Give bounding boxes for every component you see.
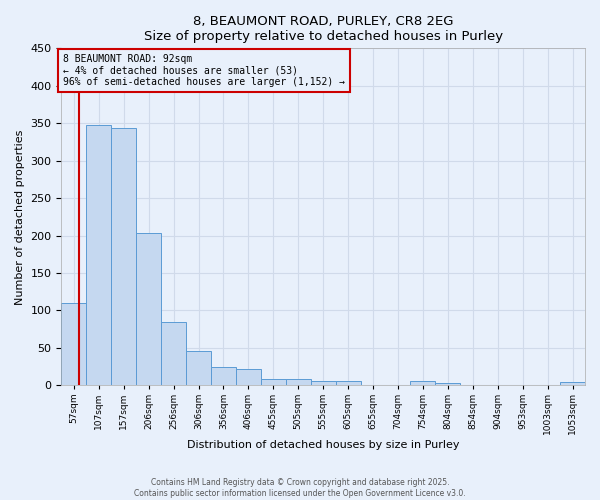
Bar (361, 384, 386, 386)
Bar (136, 234, 161, 386)
Y-axis label: Number of detached properties: Number of detached properties (15, 129, 25, 304)
Bar (236, 369, 261, 386)
Bar (286, 378, 311, 386)
Bar (386, 384, 410, 386)
Bar (261, 378, 286, 386)
Bar (311, 381, 335, 386)
X-axis label: Distribution of detached houses by size in Purley: Distribution of detached houses by size … (187, 440, 460, 450)
Bar (161, 322, 186, 386)
Bar (460, 384, 485, 386)
Bar (86, 124, 111, 386)
Bar (485, 384, 510, 386)
Bar (410, 381, 436, 386)
Bar (186, 351, 211, 386)
Title: 8, BEAUMONT ROAD, PURLEY, CR8 2EG
Size of property relative to detached houses i: 8, BEAUMONT ROAD, PURLEY, CR8 2EG Size o… (143, 15, 503, 43)
Bar (436, 383, 460, 386)
Bar (211, 366, 236, 386)
Bar (335, 381, 361, 386)
Bar (535, 384, 560, 386)
Bar (111, 128, 136, 386)
Bar (61, 303, 86, 386)
Bar (560, 382, 585, 386)
Text: 8 BEAUMONT ROAD: 92sqm
← 4% of detached houses are smaller (53)
96% of semi-deta: 8 BEAUMONT ROAD: 92sqm ← 4% of detached … (62, 54, 344, 87)
Bar (510, 384, 535, 386)
Text: Contains HM Land Registry data © Crown copyright and database right 2025.
Contai: Contains HM Land Registry data © Crown c… (134, 478, 466, 498)
